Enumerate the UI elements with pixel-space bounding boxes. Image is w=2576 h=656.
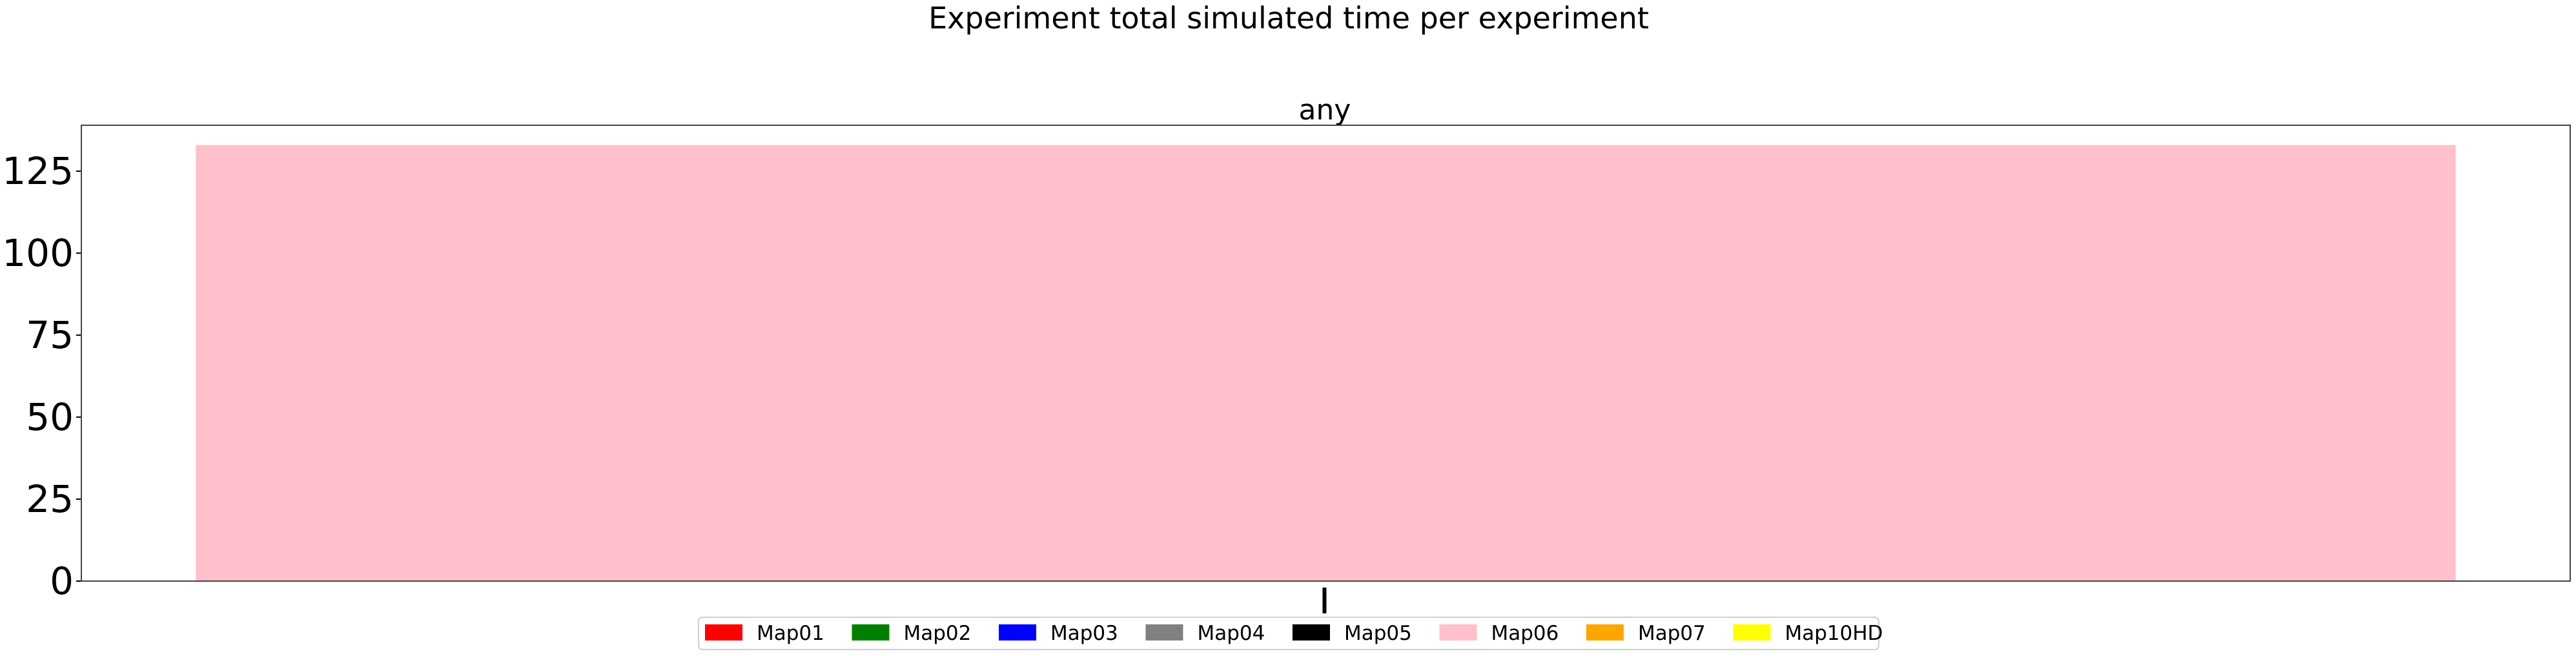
y-tick-label: 125 [2, 149, 74, 193]
y-tick-label: 75 [26, 313, 74, 357]
y-tick-label: 25 [26, 477, 74, 521]
legend-label-map01: Map01 [757, 622, 824, 645]
legend-label-map10hd: Map10HD [1785, 622, 1883, 645]
legend-swatch-map02 [852, 624, 890, 641]
legend-frame [698, 617, 1879, 650]
chart-title: Experiment total simulated time per expe… [928, 1, 1649, 36]
legend-label-map07: Map07 [1638, 622, 1706, 645]
legend-label-map04: Map04 [1198, 622, 1265, 645]
bars-group [196, 145, 2456, 581]
y-tick-label: 0 [50, 559, 74, 603]
legend-label-map05: Map05 [1344, 622, 1412, 645]
legend-swatch-map07 [1586, 624, 1624, 641]
plot-frame [81, 125, 2571, 582]
subplot-title: any [1299, 94, 1351, 127]
bar-map06 [196, 145, 2456, 581]
y-tick-label: 50 [26, 395, 74, 439]
legend-swatch-map10hd [1733, 624, 1771, 641]
legend-swatch-map05 [1293, 624, 1330, 641]
legend-swatch-map04 [1145, 624, 1183, 641]
legend-swatch-map06 [1439, 624, 1477, 641]
y-axis: 0 25 50 75 100 125 [2, 149, 81, 603]
legend-label-map02: Map02 [904, 622, 972, 645]
y-tick-label: 100 [2, 231, 74, 275]
legend: Map01 Map02 Map03 Map04 Map05 Map06 Map07 Map10… [698, 617, 1883, 650]
legend-swatch-map03 [999, 624, 1036, 641]
legend-swatch-map01 [705, 624, 742, 641]
legend-label-map03: Map03 [1050, 622, 1118, 645]
legend-label-map06: Map06 [1491, 622, 1559, 645]
